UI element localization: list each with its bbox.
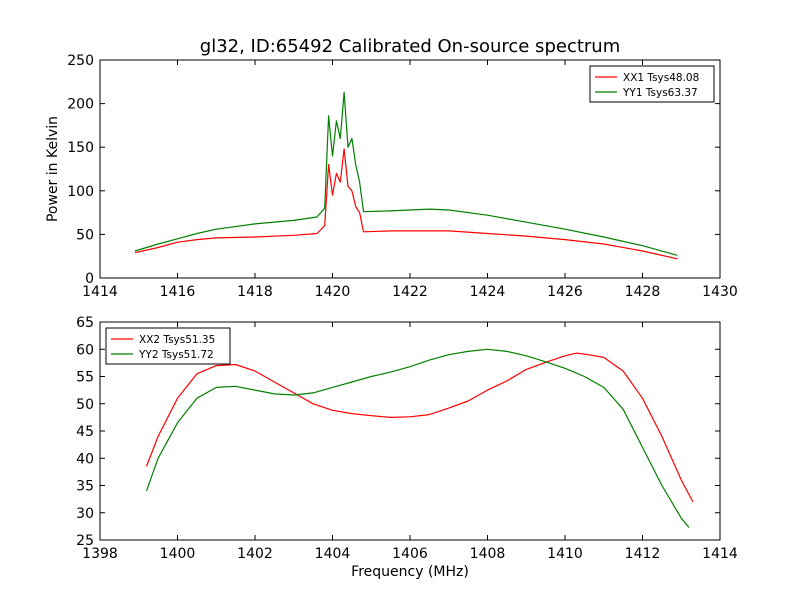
x-tick-label: 1400: [160, 546, 196, 562]
y-tick-label: 100: [67, 184, 94, 200]
y-tick-label: 250: [67, 53, 94, 69]
x-tick-label: 1418: [237, 284, 273, 300]
y-tick-label: 50: [76, 397, 94, 413]
x-tick-label: 1416: [160, 284, 196, 300]
x-tick-label: 1404: [315, 546, 351, 562]
x-tick-label: 1412: [625, 546, 661, 562]
x-tick-label: 1424: [470, 284, 506, 300]
x-tick-label: 1410: [547, 546, 583, 562]
x-tick-label: 1408: [470, 546, 506, 562]
legend-box: [589, 65, 715, 103]
legend-label: XX2 Tsys51.35: [139, 334, 215, 346]
chart-title: gl32, ID:65492 Calibrated On-source spec…: [200, 36, 620, 57]
x-tick-label: 1430: [702, 284, 738, 300]
series-line-2: [145, 348, 690, 528]
y-tick-label: 40: [76, 451, 94, 467]
legend-box: [105, 327, 231, 365]
legend-label: XX1 Tsys48.08: [623, 72, 699, 84]
series-line-1: [134, 148, 678, 260]
legend-label: YY2 Tsys51.72: [138, 349, 214, 361]
x-tick-label: 1422: [392, 284, 428, 300]
y-tick-label: 150: [67, 140, 94, 156]
x-tick-label: 1406: [392, 546, 428, 562]
y-tick-label: 55: [76, 370, 94, 386]
x-tick-label: 1426: [547, 284, 583, 300]
x-axis-label: Frequency (MHz): [351, 564, 469, 580]
y-tick-label: 25: [76, 533, 94, 549]
y-tick-label: 45: [76, 424, 94, 440]
legend-label: YY1 Tsys63.37: [622, 87, 698, 99]
legend: XX2 Tsys51.35 YY2 Tsys51.72: [105, 327, 231, 365]
y-tick-label: 35: [76, 479, 94, 495]
series-line-2: [134, 91, 678, 256]
y-axis-label: Power in Kelvin: [45, 116, 61, 222]
series-line-1: [145, 352, 694, 503]
legend: XX1 Tsys48.08 YY1 Tsys63.37: [589, 65, 715, 103]
x-tick-label: 1398: [82, 546, 118, 562]
y-tick-label: 200: [67, 97, 94, 113]
y-tick-label: 30: [76, 506, 94, 522]
y-tick-label: 65: [76, 315, 94, 331]
bottom-panel: 1398 1400 1402 1404 1406 1408 1410 1412 1414 25 30…: [76, 315, 738, 580]
x-tick-label: 1402: [237, 546, 273, 562]
y-tick-label: 0: [85, 271, 94, 287]
x-tick-label: 1420: [315, 284, 351, 300]
y-tick-label: 60: [76, 342, 94, 358]
y-tick-label: 50: [76, 227, 94, 243]
top-panel: 1414 1416 1418 1420 1422 1424 1426 1428 1430 0 50 1…: [45, 53, 738, 300]
x-tick-label: 1414: [702, 546, 738, 562]
x-tick-label: 1428: [625, 284, 661, 300]
x-tick-label: 1414: [82, 284, 118, 300]
